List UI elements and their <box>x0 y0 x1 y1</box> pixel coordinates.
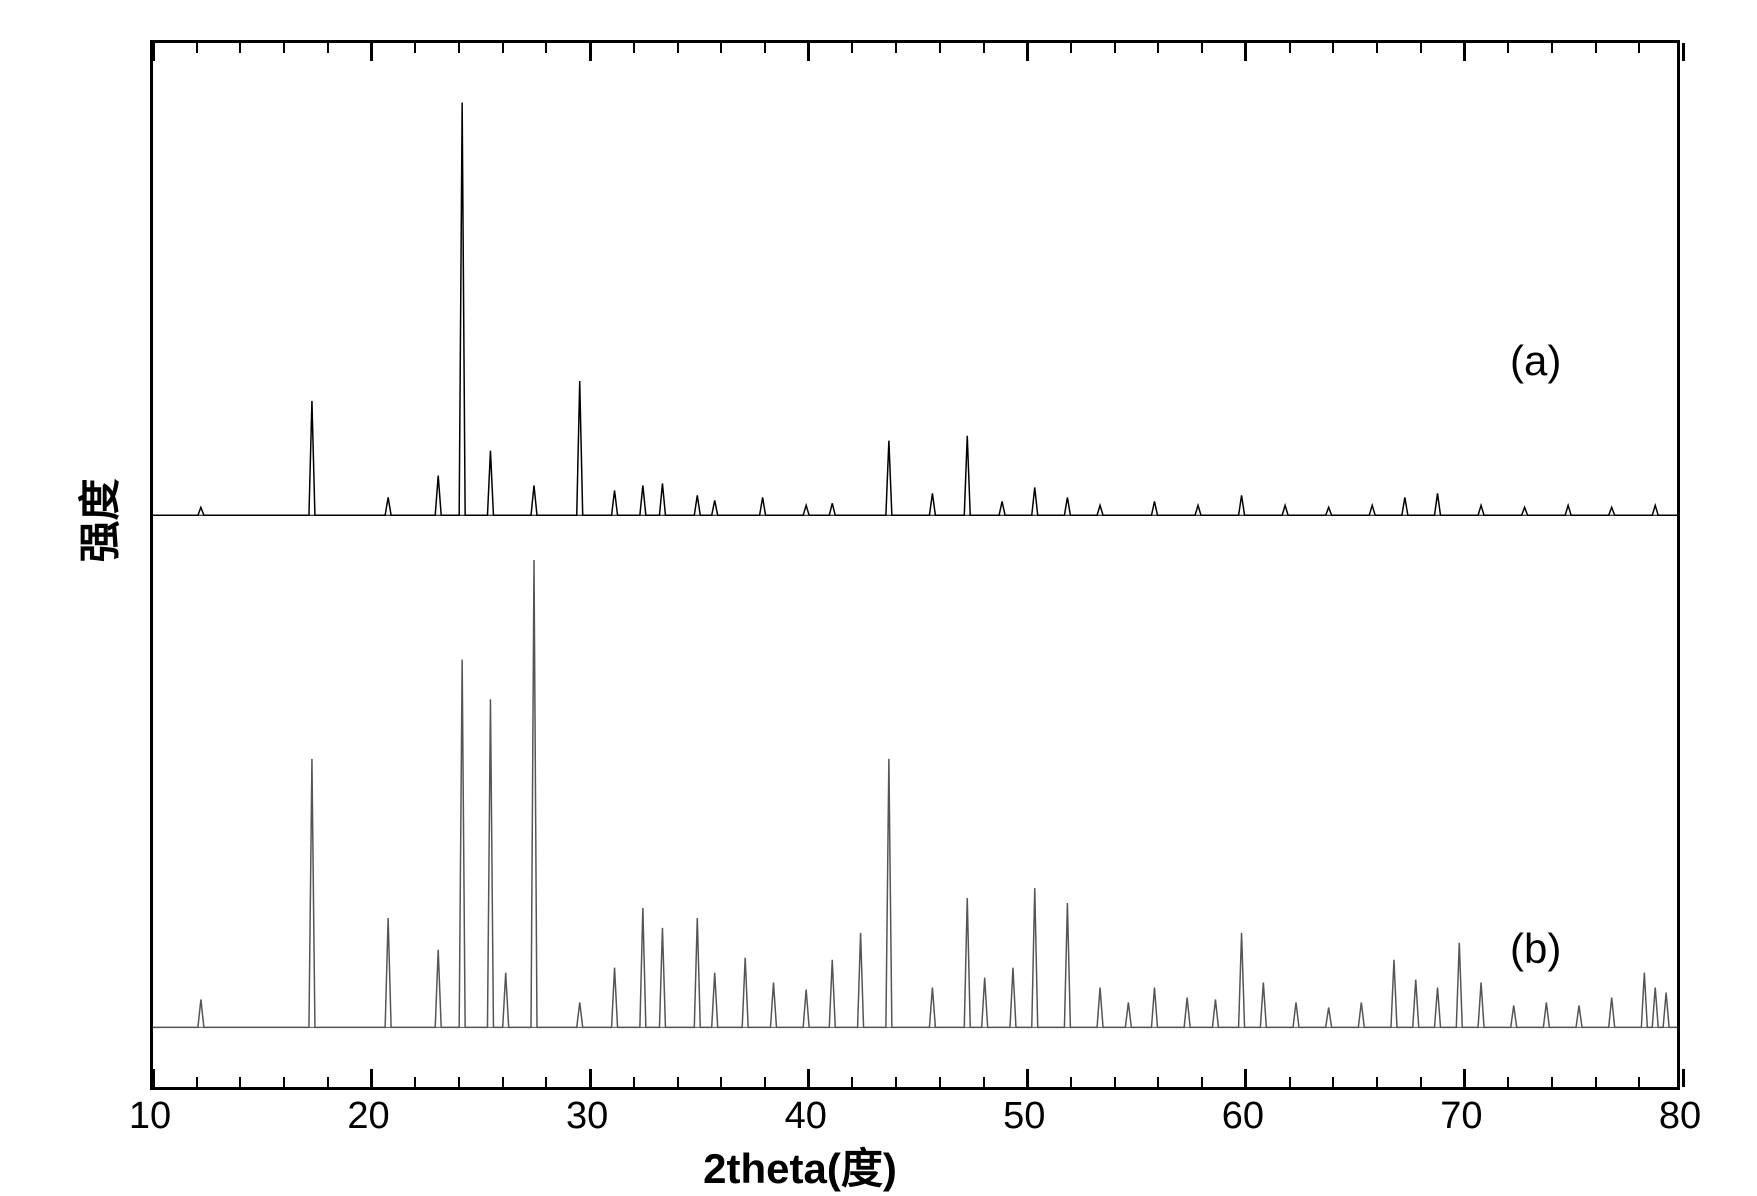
x-tick-label: 20 <box>347 1095 389 1138</box>
x-tick-minor <box>327 1077 329 1087</box>
x-tick-top-minor <box>851 43 853 53</box>
chart-plot-area: (a) (b) <box>150 40 1680 1090</box>
x-tick-minor <box>939 1077 941 1087</box>
x-tick-major <box>807 1069 810 1087</box>
x-tick-top-minor <box>1376 43 1378 53</box>
x-tick-top-minor <box>458 43 460 53</box>
x-tick-minor <box>633 1077 635 1087</box>
x-tick-minor <box>1070 1077 1072 1087</box>
x-tick-top-minor <box>1332 43 1334 53</box>
y-axis-label: 强度 <box>67 478 128 562</box>
x-tick-top-minor <box>283 43 285 53</box>
x-tick-top-major <box>1026 43 1029 61</box>
x-tick-top-major <box>1244 43 1247 61</box>
xrd-plot-svg <box>153 43 1677 1087</box>
x-tick-major <box>152 1069 155 1087</box>
x-tick-minor <box>1201 1077 1203 1087</box>
x-tick-top-major <box>1682 43 1685 61</box>
x-tick-major <box>1463 1069 1466 1087</box>
x-tick-minor <box>502 1077 504 1087</box>
x-tick-minor <box>720 1077 722 1087</box>
x-tick-top-minor <box>720 43 722 53</box>
x-tick-minor <box>239 1077 241 1087</box>
x-tick-minor <box>1332 1077 1334 1087</box>
x-tick-top-minor <box>414 43 416 53</box>
x-tick-major <box>1682 1069 1685 1087</box>
x-tick-minor <box>1420 1077 1422 1087</box>
x-tick-top-minor <box>764 43 766 53</box>
x-tick-minor <box>283 1077 285 1087</box>
x-tick-label: 80 <box>1659 1095 1701 1138</box>
x-tick-major <box>1244 1069 1247 1087</box>
x-tick-label: 50 <box>1003 1095 1045 1138</box>
x-axis-label: 2theta(度) <box>703 1135 897 1196</box>
x-tick-top-minor <box>983 43 985 53</box>
x-tick-top-major <box>589 43 592 61</box>
series-label-b: (b) <box>1510 925 1561 973</box>
x-tick-minor <box>545 1077 547 1087</box>
x-tick-top-minor <box>327 43 329 53</box>
x-tick-minor <box>1289 1077 1291 1087</box>
x-tick-minor <box>414 1077 416 1087</box>
x-tick-top-minor <box>1157 43 1159 53</box>
x-tick-label: 40 <box>785 1095 827 1138</box>
x-tick-top-minor <box>196 43 198 53</box>
x-tick-minor <box>1551 1077 1553 1087</box>
x-tick-minor <box>677 1077 679 1087</box>
x-tick-minor <box>1157 1077 1159 1087</box>
xrd-pattern-a <box>153 103 1677 516</box>
x-tick-minor <box>1638 1077 1640 1087</box>
x-tick-minor <box>1376 1077 1378 1087</box>
x-tick-label: 70 <box>1440 1095 1482 1138</box>
x-tick-minor <box>983 1077 985 1087</box>
x-tick-minor <box>1595 1077 1597 1087</box>
x-tick-label: 10 <box>129 1095 171 1138</box>
x-tick-top-minor <box>1114 43 1116 53</box>
x-tick-top-minor <box>895 43 897 53</box>
x-tick-top-major <box>152 43 155 61</box>
x-tick-top-minor <box>677 43 679 53</box>
x-tick-top-minor <box>1507 43 1509 53</box>
x-tick-top-minor <box>1289 43 1291 53</box>
x-tick-top-minor <box>1201 43 1203 53</box>
x-tick-top-minor <box>1595 43 1597 53</box>
x-tick-top-minor <box>1551 43 1553 53</box>
x-tick-label: 30 <box>566 1095 608 1138</box>
x-tick-major <box>370 1069 373 1087</box>
x-tick-minor <box>1507 1077 1509 1087</box>
x-tick-top-minor <box>1070 43 1072 53</box>
x-tick-top-minor <box>1420 43 1422 53</box>
x-tick-top-minor <box>939 43 941 53</box>
x-tick-top-minor <box>545 43 547 53</box>
x-tick-minor <box>458 1077 460 1087</box>
xrd-pattern-b <box>153 560 1677 1027</box>
x-tick-label: 60 <box>1222 1095 1264 1138</box>
x-tick-top-minor <box>502 43 504 53</box>
x-tick-top-major <box>370 43 373 61</box>
x-tick-minor <box>764 1077 766 1087</box>
x-tick-minor <box>1114 1077 1116 1087</box>
x-tick-minor <box>895 1077 897 1087</box>
x-tick-top-minor <box>633 43 635 53</box>
x-tick-major <box>1026 1069 1029 1087</box>
series-label-a: (a) <box>1510 337 1561 385</box>
x-tick-minor <box>196 1077 198 1087</box>
x-tick-top-minor <box>1638 43 1640 53</box>
x-tick-top-major <box>807 43 810 61</box>
x-tick-top-minor <box>239 43 241 53</box>
x-tick-minor <box>851 1077 853 1087</box>
x-tick-top-major <box>1463 43 1466 61</box>
x-tick-major <box>589 1069 592 1087</box>
